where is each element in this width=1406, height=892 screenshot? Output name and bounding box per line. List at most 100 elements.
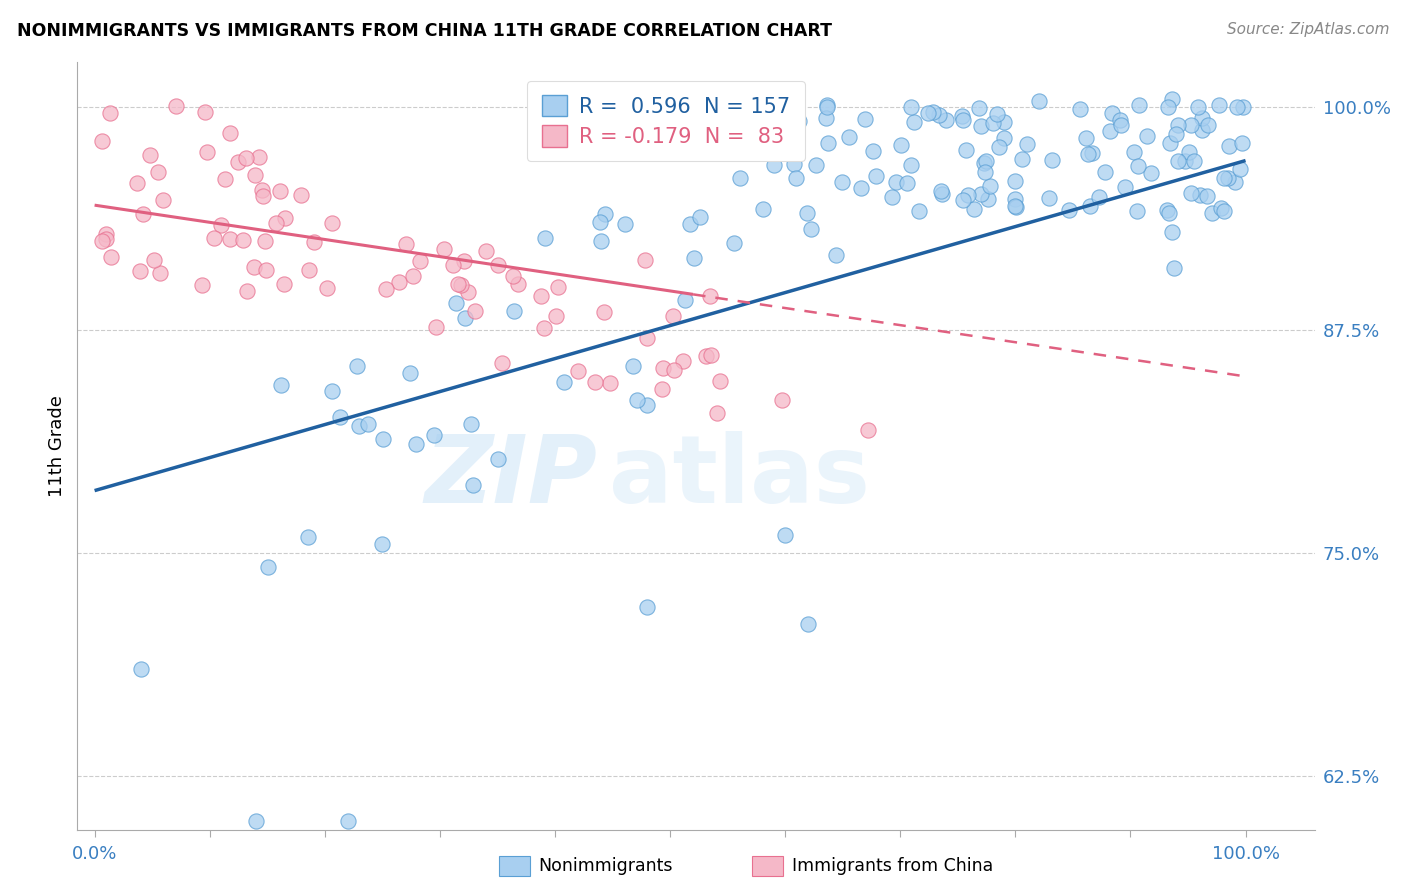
Point xyxy=(242,260,264,274)
Point xyxy=(993,114,1015,128)
Point xyxy=(457,285,479,300)
Point xyxy=(433,242,456,256)
Point xyxy=(218,232,240,246)
Point xyxy=(1223,175,1246,189)
Point xyxy=(838,130,860,145)
Point xyxy=(1161,225,1184,239)
Point xyxy=(191,278,214,293)
Point xyxy=(297,530,319,544)
Point xyxy=(862,145,884,159)
Legend: R =  0.596  N = 157, R = -0.179  N =  83: R = 0.596 N = 157, R = -0.179 N = 83 xyxy=(527,80,804,161)
Point xyxy=(254,262,277,277)
Point xyxy=(253,235,276,249)
Point xyxy=(90,134,112,148)
Point xyxy=(321,216,343,230)
Point xyxy=(977,192,1000,206)
Point xyxy=(245,168,267,182)
Text: NONIMMIGRANTS VS IMMIGRANTS FROM CHINA 11TH GRADE CORRELATION CHART: NONIMMIGRANTS VS IMMIGRANTS FROM CHINA 1… xyxy=(17,22,832,40)
Point xyxy=(699,289,721,303)
Point xyxy=(814,111,837,125)
Point xyxy=(661,309,683,323)
Point xyxy=(1042,153,1064,168)
Point xyxy=(804,158,827,172)
Point xyxy=(636,599,658,614)
Point xyxy=(1028,94,1050,108)
Point xyxy=(270,377,292,392)
Point xyxy=(269,184,291,198)
Point xyxy=(1216,171,1239,186)
Point xyxy=(1122,145,1144,160)
Point xyxy=(1004,174,1026,188)
Point xyxy=(973,156,995,170)
Point xyxy=(506,277,529,291)
Point xyxy=(321,384,343,399)
Point xyxy=(815,98,838,112)
Point xyxy=(1159,136,1181,150)
Point xyxy=(1136,129,1159,144)
Point xyxy=(592,305,614,319)
Point xyxy=(274,211,297,225)
Point xyxy=(1191,122,1213,136)
Point xyxy=(636,398,658,412)
Point xyxy=(988,140,1011,154)
Point xyxy=(474,244,496,258)
Point xyxy=(214,172,236,186)
Point xyxy=(979,179,1001,194)
Point xyxy=(858,423,880,437)
Point xyxy=(1109,118,1132,132)
Point xyxy=(450,278,472,293)
Point xyxy=(129,264,152,278)
Point xyxy=(1128,159,1150,173)
Point xyxy=(588,215,610,229)
Point xyxy=(583,375,606,389)
Point xyxy=(1081,146,1104,161)
Point xyxy=(921,105,943,120)
Point xyxy=(993,130,1015,145)
Point xyxy=(1080,199,1102,213)
Point xyxy=(408,254,430,268)
Point xyxy=(252,188,274,202)
Point xyxy=(1232,136,1254,150)
Point xyxy=(149,266,172,280)
Point xyxy=(974,153,997,168)
Point xyxy=(1094,165,1116,179)
Point xyxy=(530,289,553,303)
Point xyxy=(1128,98,1150,112)
Point xyxy=(503,303,526,318)
Point xyxy=(423,428,446,442)
Point xyxy=(1226,100,1249,114)
Point xyxy=(773,528,796,542)
Point xyxy=(1114,180,1136,194)
Point xyxy=(952,113,974,128)
Point xyxy=(884,175,907,189)
Point xyxy=(970,187,993,202)
Point xyxy=(1156,203,1178,218)
Point xyxy=(699,348,721,362)
Point xyxy=(651,382,673,396)
Point xyxy=(917,106,939,120)
Point xyxy=(1197,118,1219,132)
Point xyxy=(706,407,728,421)
Point xyxy=(1157,100,1180,114)
Point xyxy=(1004,199,1026,213)
Point xyxy=(1212,171,1234,186)
Point xyxy=(1167,118,1189,132)
Point xyxy=(152,193,174,207)
Point xyxy=(1098,123,1121,137)
Point xyxy=(800,221,823,235)
Point xyxy=(931,187,953,202)
Point xyxy=(486,258,509,272)
Point xyxy=(763,158,786,172)
Point xyxy=(194,105,217,120)
Point xyxy=(1004,192,1026,206)
Point xyxy=(626,393,648,408)
Point xyxy=(132,207,155,221)
Point xyxy=(689,210,711,224)
Point xyxy=(139,148,162,162)
Point xyxy=(963,202,986,217)
Point xyxy=(672,354,695,368)
Point xyxy=(1218,138,1240,153)
Point xyxy=(94,232,117,246)
Point xyxy=(1161,92,1184,106)
Point xyxy=(346,359,368,374)
